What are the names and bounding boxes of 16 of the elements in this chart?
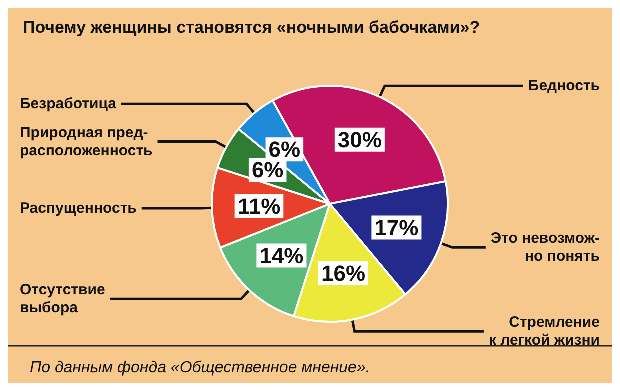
slice-label: Это невозмож- но понять — [490, 230, 600, 266]
text: По данным фонда «Общественное мнение». — [30, 360, 370, 376]
slice-label: Распущенность — [20, 200, 137, 218]
data-label: 17% — [374, 215, 419, 240]
data-label: 6% — [268, 137, 301, 162]
data-label: 30% — [338, 127, 382, 152]
slice-label: Бедность — [528, 78, 600, 95]
data-label: 11% — [238, 194, 281, 219]
slice-label: Отсутствие выбора — [20, 282, 106, 317]
data-label: 14% — [260, 243, 304, 268]
data-label: 6% — [252, 158, 284, 183]
slice-label: Природная пред- расположенность — [20, 124, 153, 160]
slice-label: Безработица — [20, 96, 118, 113]
slice-label: Стремление к легкой жизни — [488, 314, 600, 350]
data-label: 16% — [321, 261, 366, 286]
chart-title: Почему женщины становятся «ночными бабочками»? — [23, 18, 480, 37]
